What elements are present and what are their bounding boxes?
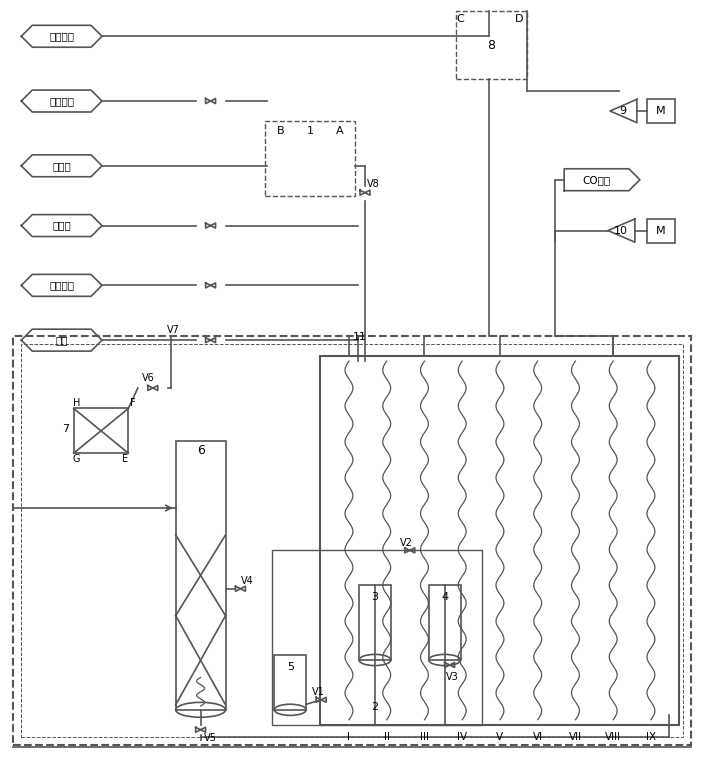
Text: IX: IX xyxy=(646,732,656,742)
Bar xyxy=(429,585,461,660)
Text: V8: V8 xyxy=(367,179,379,189)
Text: 氢气产品: 氢气产品 xyxy=(49,31,74,41)
Bar xyxy=(176,441,225,710)
Text: V: V xyxy=(496,732,503,742)
Bar xyxy=(320,356,679,725)
Text: 4: 4 xyxy=(441,592,448,602)
Text: M: M xyxy=(656,225,666,235)
Text: II: II xyxy=(384,732,390,742)
Bar xyxy=(456,11,527,79)
Text: C: C xyxy=(457,15,464,24)
Text: CO产品: CO产品 xyxy=(583,175,610,185)
Bar xyxy=(21,344,683,736)
Text: 5: 5 xyxy=(286,662,294,672)
Text: 6: 6 xyxy=(196,444,204,457)
Bar xyxy=(74,409,128,453)
Text: 11: 11 xyxy=(353,332,367,342)
Text: 闪蜕气: 闪蜕气 xyxy=(52,221,71,231)
Text: III: III xyxy=(420,732,429,742)
Text: 7: 7 xyxy=(62,424,69,434)
Text: G: G xyxy=(73,455,80,465)
Text: IV: IV xyxy=(457,732,467,742)
Text: VIII: VIII xyxy=(605,732,621,742)
Text: M: M xyxy=(656,106,666,116)
Text: V5: V5 xyxy=(204,733,217,743)
Bar xyxy=(359,585,391,660)
Bar xyxy=(647,99,675,123)
Text: B: B xyxy=(277,126,284,136)
Bar xyxy=(274,655,306,710)
Text: 2: 2 xyxy=(372,702,379,712)
Text: 液氪: 液氪 xyxy=(55,335,68,345)
Bar xyxy=(647,219,675,242)
Text: 8: 8 xyxy=(488,39,496,52)
Text: 富氪尾气: 富氪尾气 xyxy=(49,280,74,290)
Text: E: E xyxy=(123,455,128,465)
Text: V3: V3 xyxy=(446,672,459,682)
Bar xyxy=(272,550,481,725)
Text: V4: V4 xyxy=(241,576,254,586)
Text: 富氪尾气: 富氪尾气 xyxy=(49,96,74,106)
Bar xyxy=(265,121,355,196)
Text: V6: V6 xyxy=(141,373,154,383)
Text: 10: 10 xyxy=(614,225,628,235)
Text: VII: VII xyxy=(569,732,582,742)
Text: 9: 9 xyxy=(620,106,627,116)
Text: V7: V7 xyxy=(167,325,180,335)
Text: F: F xyxy=(130,398,135,409)
Text: VI: VI xyxy=(532,732,543,742)
Text: 1: 1 xyxy=(307,126,313,136)
Text: 脱碳气: 脱碳气 xyxy=(52,160,71,171)
Text: I: I xyxy=(347,732,350,742)
Text: H: H xyxy=(73,398,80,409)
Text: V1: V1 xyxy=(312,687,325,697)
Text: 3: 3 xyxy=(372,592,379,602)
Text: V2: V2 xyxy=(401,539,413,549)
Text: A: A xyxy=(336,126,344,136)
Text: D: D xyxy=(515,15,524,24)
Bar xyxy=(13,336,691,745)
